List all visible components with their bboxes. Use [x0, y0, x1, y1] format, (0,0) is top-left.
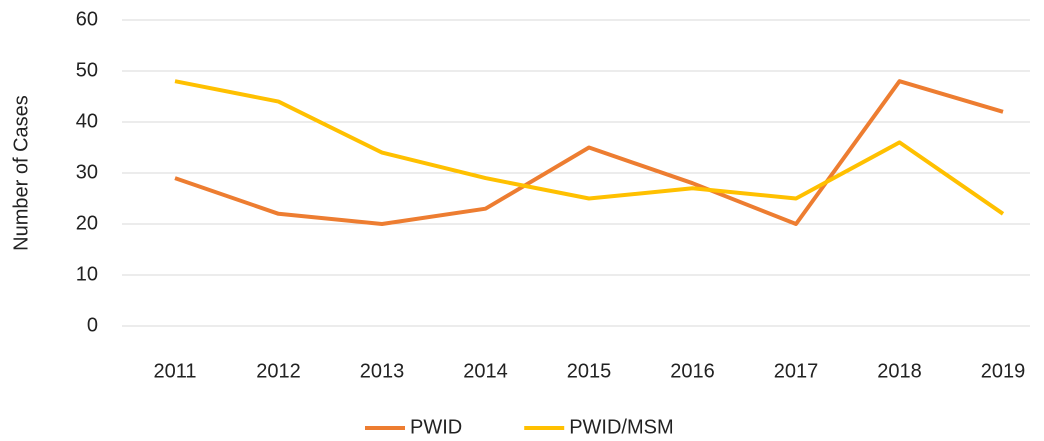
- legend-label: PWID/MSM: [569, 416, 673, 438]
- y-tick-label: 50: [76, 59, 98, 81]
- data-line: [174, 79, 1004, 226]
- x-tick-label: 2011: [153, 360, 196, 382]
- y-tick-label: 60: [76, 8, 98, 30]
- x-tick-label: 2014: [463, 360, 508, 382]
- y-tick-label: 30: [76, 161, 98, 183]
- x-tick-label: 2012: [256, 360, 301, 382]
- y-axis-label: Number of Cases: [10, 95, 32, 251]
- x-tick-label: 2017: [774, 360, 819, 382]
- y-tick-label: 20: [76, 212, 98, 234]
- y-tick-label: 40: [76, 110, 98, 132]
- data-line: [174, 79, 1005, 216]
- x-tick-label: 2013: [360, 360, 405, 382]
- legend-label: PWID: [410, 416, 462, 438]
- x-tick-label: 2018: [877, 360, 922, 382]
- x-tick-label: 2019: [981, 360, 1026, 382]
- y-tick-label: 10: [76, 263, 98, 285]
- y-tick-label: 0: [87, 314, 98, 336]
- x-tick-label: 2015: [567, 360, 612, 382]
- x-tick-label: 2016: [670, 360, 715, 382]
